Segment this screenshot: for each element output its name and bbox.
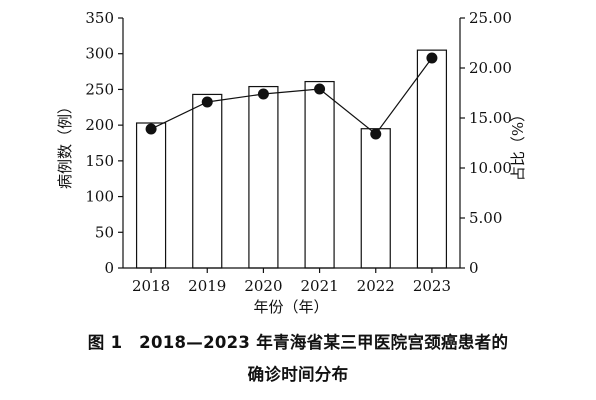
bar-2018 xyxy=(135,122,167,269)
x-tick-label: 2020 xyxy=(244,277,282,295)
y-right-tick-label: 10.00 xyxy=(469,159,512,177)
point-2019 xyxy=(201,96,213,108)
x-tick-label: 2023 xyxy=(413,277,451,295)
y-right-tick-label: 15.00 xyxy=(469,109,512,127)
y-right-tick-label: 20.00 xyxy=(469,59,512,77)
x-tick-label: 2021 xyxy=(300,277,338,295)
y-left-tick-label: 100 xyxy=(85,188,114,206)
x-tick-label: 2018 xyxy=(132,277,170,295)
y-left-tick-label: 150 xyxy=(85,152,114,170)
y-left-tick-label: 250 xyxy=(85,80,114,98)
bar-2023 xyxy=(416,49,448,269)
y-right-tick-label: 25.00 xyxy=(469,9,512,27)
figure-caption-line-1: 图 1 2018—2023 年青海省某三甲医院宫颈癌患者的 xyxy=(87,333,509,352)
y-left-tick-label: 300 xyxy=(85,45,114,63)
point-2020 xyxy=(257,88,269,100)
y-left-tick-label: 0 xyxy=(104,259,114,277)
point-2021 xyxy=(314,83,326,95)
bar-2020 xyxy=(248,85,279,269)
y-axis-left-label: 病例数（例） xyxy=(56,99,74,189)
bar-2021 xyxy=(304,80,335,269)
x-axis-label: 年份（年） xyxy=(253,298,328,316)
bar-2019 xyxy=(192,93,223,269)
point-2023 xyxy=(426,52,438,64)
y-axis-right-label: 占比（%） xyxy=(509,107,527,181)
x-tick-label: 2019 xyxy=(188,277,226,295)
point-2018 xyxy=(145,123,157,135)
bar-2022 xyxy=(360,128,391,269)
y-left-tick-label: 350 xyxy=(85,9,114,27)
figure-caption-line-2: 确诊时间分布 xyxy=(247,365,349,384)
point-2022 xyxy=(370,128,382,140)
y-right-tick-label: 5.00 xyxy=(469,209,502,227)
y-right-tick-label: 0 xyxy=(469,259,479,277)
y-left-tick-label: 200 xyxy=(85,116,114,134)
line-series xyxy=(150,57,433,135)
x-tick-label: 2022 xyxy=(357,277,395,295)
y-left-tick-label: 50 xyxy=(95,223,114,241)
